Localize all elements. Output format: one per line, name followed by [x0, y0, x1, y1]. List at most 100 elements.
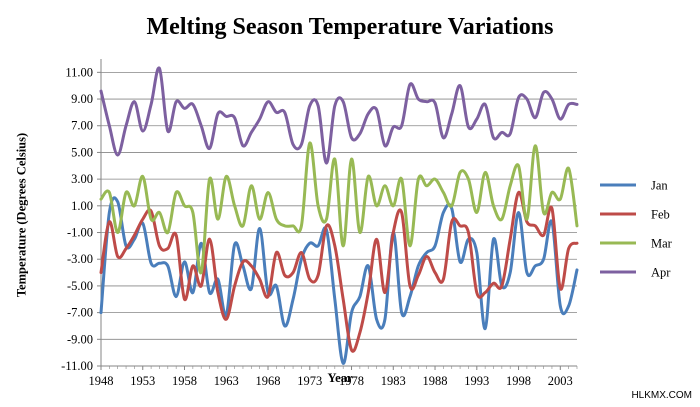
data-point [567, 167, 569, 169]
data-point [309, 278, 311, 280]
x-tick-label: 1968 [256, 374, 281, 388]
data-point [208, 147, 210, 149]
data-point [409, 285, 411, 287]
data-point [417, 274, 419, 276]
data-point [292, 271, 294, 273]
data-point [567, 247, 569, 249]
data-point [158, 245, 160, 247]
data-point [125, 247, 127, 249]
data-point [501, 285, 503, 287]
data-point [359, 133, 361, 135]
data-point [342, 298, 344, 300]
data-point [367, 291, 369, 293]
legend-label: Feb [651, 208, 670, 222]
x-tick-label: 1988 [423, 374, 448, 388]
data-point [534, 117, 536, 119]
data-point [459, 84, 461, 86]
data-point [250, 131, 252, 133]
series-layer [99, 66, 579, 365]
data-point [367, 113, 369, 115]
data-point [108, 221, 110, 223]
data-point [467, 231, 469, 233]
series-apr-line [99, 66, 579, 165]
data-point [317, 205, 319, 207]
data-point [117, 255, 119, 257]
data-point [167, 130, 169, 132]
data-point [300, 258, 302, 260]
x-tick-label: 1983 [381, 374, 406, 388]
data-point [217, 291, 219, 293]
data-point [317, 274, 319, 276]
data-point [467, 126, 469, 128]
data-point [309, 242, 311, 244]
data-point [392, 205, 394, 207]
data-point [517, 191, 519, 193]
data-point [167, 265, 169, 267]
data-point [559, 305, 561, 307]
y-tick-label: -11.00 [61, 359, 93, 373]
data-point [192, 265, 194, 267]
x-tick-label: 1963 [214, 374, 239, 388]
legend-item-apr: Apr [600, 266, 671, 280]
data-point [208, 291, 210, 293]
data-point [317, 245, 319, 247]
data-point [342, 101, 344, 103]
data-point [559, 118, 561, 120]
data-point [559, 287, 561, 289]
data-point [425, 185, 427, 187]
data-point [317, 105, 319, 107]
data-point [451, 205, 453, 207]
data-point [567, 305, 569, 307]
data-point [300, 251, 302, 253]
data-point [442, 137, 444, 139]
y-tick-label: 3.00 [71, 172, 93, 186]
data-point [350, 158, 352, 160]
data-point [476, 118, 478, 120]
data-point [400, 178, 402, 180]
data-point [375, 238, 377, 240]
data-point [158, 67, 160, 69]
data-point [492, 282, 494, 284]
data-point [100, 311, 102, 313]
data-point [284, 225, 286, 227]
data-point [125, 191, 127, 193]
legend-label: Jan [651, 179, 668, 193]
data-point [158, 211, 160, 213]
data-point [434, 178, 436, 180]
data-point [242, 145, 244, 147]
data-point [576, 103, 578, 105]
x-tick-label: 1978 [339, 374, 364, 388]
data-point [100, 198, 102, 200]
data-point [359, 331, 361, 333]
data-point [375, 109, 377, 111]
data-point [225, 318, 227, 320]
data-point [400, 125, 402, 127]
data-point [284, 111, 286, 113]
data-point [400, 211, 402, 213]
data-point [325, 162, 327, 164]
data-point [534, 145, 536, 147]
data-point [542, 91, 544, 93]
data-point [517, 165, 519, 167]
data-point [517, 97, 519, 99]
data-point [225, 115, 227, 117]
data-point [142, 218, 144, 220]
data-point [233, 243, 235, 245]
data-point [233, 117, 235, 119]
data-point [258, 227, 260, 229]
data-point [509, 271, 511, 273]
data-point [200, 242, 202, 244]
data-point [300, 143, 302, 145]
x-tick-label: 1958 [172, 374, 197, 388]
data-point [267, 191, 269, 193]
data-point [542, 258, 544, 260]
data-point [542, 234, 544, 236]
data-point [217, 113, 219, 115]
data-point [292, 143, 294, 145]
data-point [150, 103, 152, 105]
data-point [192, 291, 194, 293]
data-point [200, 125, 202, 127]
data-point [417, 98, 419, 100]
data-point [275, 285, 277, 287]
data-point [492, 238, 494, 240]
